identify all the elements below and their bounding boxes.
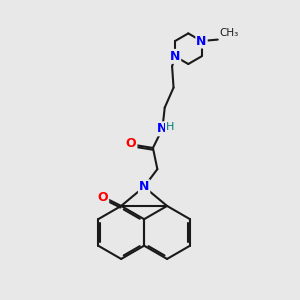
Text: H: H (166, 122, 174, 132)
Text: N: N (157, 122, 168, 135)
Text: O: O (126, 137, 136, 150)
Text: N: N (196, 34, 207, 48)
Text: O: O (98, 190, 108, 204)
Text: N: N (139, 180, 149, 193)
Text: CH₃: CH₃ (219, 28, 238, 38)
Text: N: N (170, 50, 180, 63)
